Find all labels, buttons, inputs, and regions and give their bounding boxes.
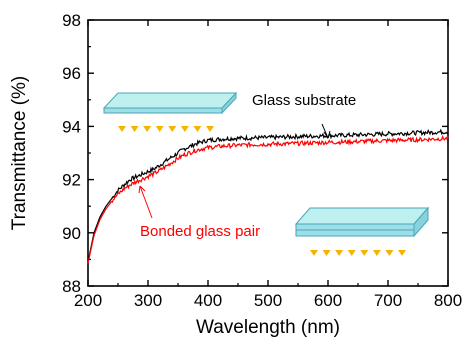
light-ray-head: [118, 126, 126, 132]
y-tick-label: 94: [62, 117, 81, 136]
light-arrows-out-icon: [118, 114, 214, 132]
glass-pair-lower-front: [295, 229, 415, 237]
x-tick-label: 800: [434, 291, 462, 310]
glass-pair-top-face: [294, 207, 430, 225]
light-ray-head: [168, 126, 177, 132]
series-line-bonded-glass-pair: [87, 134, 449, 264]
x-tick-label: 400: [194, 291, 222, 310]
light-ray-head: [372, 250, 381, 256]
x-axis-title: Wavelength (nm): [196, 317, 340, 338]
light-ray-head: [347, 250, 356, 256]
light-ray-head: [322, 250, 331, 256]
axis-tick-labels: 200 300 400 500 600 700 800 88 90 92 94 96 98: [62, 11, 462, 310]
light-ray-head: [155, 126, 164, 132]
light-ray-head: [360, 250, 369, 256]
bonded-glass-pair-illustration: [294, 188, 430, 256]
plot-frame: [87, 19, 449, 287]
light-ray-head: [385, 250, 394, 256]
light-ray-head: [143, 126, 152, 132]
glass-substrate-pointer-head-icon: [323, 130, 331, 139]
glass-slab-top-face: [102, 92, 238, 109]
y-axis-title: Transmittance (%): [9, 76, 30, 231]
glass-substrate-label: Glass substrate: [252, 92, 356, 109]
x-tick-label: 500: [254, 291, 282, 310]
glass-slab-side-face: [221, 91, 237, 115]
light-arrows-out-icon: [310, 237, 406, 256]
light-ray-head: [310, 250, 318, 256]
y-tick-label: 90: [62, 224, 81, 243]
series-line-glass-substrate: [87, 128, 449, 263]
axis-ticks: [87, 19, 449, 287]
y-tick-label: 98: [62, 11, 81, 30]
light-ray-head: [335, 250, 344, 256]
light-ray-head: [180, 126, 189, 132]
x-tick-label: 300: [134, 291, 162, 310]
x-tick-label: 200: [74, 291, 102, 310]
glass-slab-front-face: [103, 107, 223, 114]
light-ray-head: [206, 126, 214, 132]
light-ray-head: [130, 126, 139, 132]
y-tick-label: 92: [62, 171, 81, 190]
series-layer: [87, 128, 449, 264]
glass-pair-upper-front: [295, 223, 415, 231]
glass-pair-side-face: [413, 206, 429, 238]
bonded-pair-pointer-head-icon: [138, 185, 146, 194]
bonded-pair-pointer: [139, 185, 153, 219]
y-tick-label: 88: [62, 277, 81, 296]
x-tick-label: 600: [314, 291, 342, 310]
light-ray-head: [398, 250, 406, 256]
y-tick-label: 96: [62, 64, 81, 83]
glass-substrate-illustration: [102, 74, 238, 132]
x-tick-label: 700: [374, 291, 402, 310]
bonded-pair-label: Bonded glass pair: [140, 223, 260, 240]
light-ray-head: [193, 126, 202, 132]
